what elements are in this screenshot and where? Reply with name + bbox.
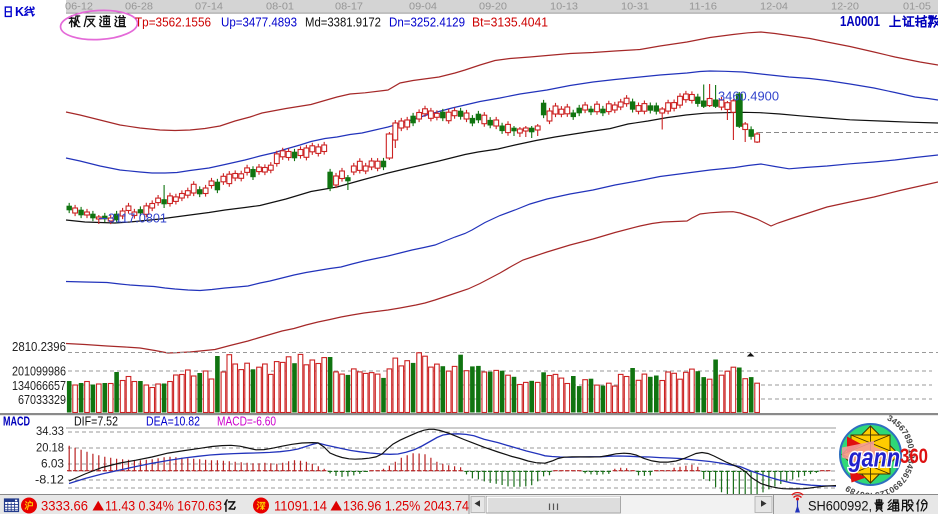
svg-text:12-04: 12-04 [760,1,788,13]
svg-text:20.18: 20.18 [36,440,64,454]
svg-text:3333.66: 3333.66 [41,499,88,514]
svg-text:Tp=3562.1556: Tp=3562.1556 [135,15,211,30]
svg-text:DIF=7.52: DIF=7.52 [74,415,118,429]
svg-text:gann: gann [848,443,900,473]
svg-text:201099986: 201099986 [12,365,66,379]
svg-text:01-05: 01-05 [903,1,931,13]
svg-text:136.96 1.25% 2043.74: 136.96 1.25% 2043.74 [343,499,469,514]
svg-text:10-31: 10-31 [621,1,649,13]
svg-text:10-13: 10-13 [550,1,578,13]
svg-text:07-14: 07-14 [195,1,223,13]
svg-text:67033329: 67033329 [18,393,66,407]
svg-text:08-01: 08-01 [266,1,294,13]
svg-text:360: 360 [900,444,928,468]
svg-text:MACD=-6.60: MACD=-6.60 [217,415,276,429]
svg-text:Md=3381.9172: Md=3381.9172 [305,15,381,30]
svg-text:Up=3477.4893: Up=3477.4893 [221,15,297,30]
svg-text:2810.2396: 2810.2396 [12,340,66,354]
svg-text:3117.0801: 3117.0801 [108,212,167,226]
svg-text:11091.14: 11091.14 [274,499,327,514]
svg-text:11-16: 11-16 [689,1,717,13]
svg-text:11.43 0.34% 1670.63: 11.43 0.34% 1670.63 [105,499,222,514]
svg-text:K: K [15,5,24,19]
svg-text:08-17: 08-17 [335,1,363,13]
svg-text:06-12: 06-12 [65,1,93,13]
svg-text:3460.4900: 3460.4900 [718,89,779,104]
svg-text:DEA=10.82: DEA=10.82 [146,415,200,429]
svg-text:06-28: 06-28 [125,1,153,13]
svg-text:34.33: 34.33 [36,424,64,438]
svg-text:Dn=3252.4129: Dn=3252.4129 [389,15,465,30]
svg-text:MACD: MACD [3,415,30,429]
svg-text:134066657: 134066657 [12,379,66,393]
svg-text:Bt=3135.4041: Bt=3135.4041 [472,15,548,30]
svg-text:09-04: 09-04 [409,1,437,13]
svg-text:-8.12: -8.12 [35,473,64,487]
svg-text:SH600992,: SH600992, [808,499,872,514]
svg-text:1A0001: 1A0001 [840,14,880,30]
svg-text:6.03: 6.03 [41,456,64,470]
svg-text:09-20: 09-20 [479,1,507,13]
svg-text:12-20: 12-20 [831,1,859,13]
